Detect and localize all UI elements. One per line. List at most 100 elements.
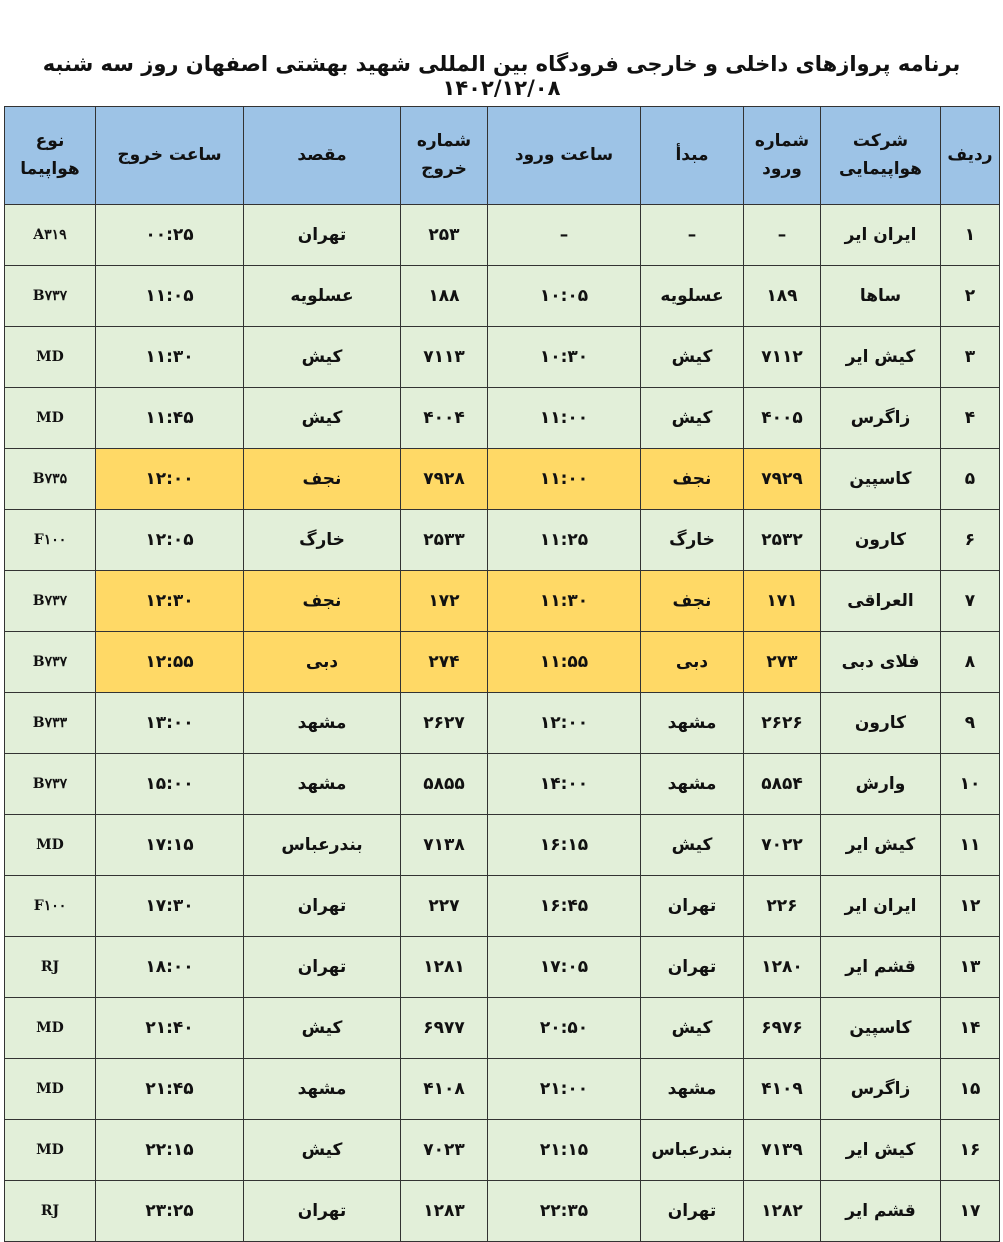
origin-text: تهران bbox=[667, 896, 717, 916]
aircraft-type-text: B۷۳۵ bbox=[32, 471, 68, 487]
arrival-time-text: ۲۱:۱۵ bbox=[539, 1140, 589, 1160]
cell-arrival-time: – bbox=[487, 204, 641, 266]
cell-origin: نجف bbox=[640, 448, 744, 510]
cell-destination: تهران bbox=[243, 936, 401, 998]
origin-text: خارگ bbox=[669, 530, 715, 550]
departure-time-text: ۱۲:۵۵ bbox=[145, 652, 194, 672]
aircraft-type-text: MD bbox=[36, 837, 64, 853]
cell-departure-time: ۱۲:۵۵ bbox=[95, 631, 244, 693]
row-number-text: ۵ bbox=[964, 469, 976, 489]
cell-arrival-number: ۱۲۸۲ bbox=[743, 1180, 821, 1242]
table-row: ۸ فلای دبی ۲۷۳ دبی ۱۱:۵۵ ۲۷۴ دبی ۱۲:۵۵ B۷۳۷ bbox=[4, 631, 1000, 693]
cell-departure-number: ۱۷۲ bbox=[400, 570, 488, 632]
arrival-number-text: ۷۰۲۲ bbox=[761, 835, 803, 855]
cell-destination: کیش bbox=[243, 1119, 401, 1181]
cell-departure-number: ۴۱۰۸ bbox=[400, 1058, 488, 1120]
airline-text: کیش ایر bbox=[845, 835, 916, 855]
arrival-time-text: ۱۶:۴۵ bbox=[539, 896, 589, 916]
cell-origin: کیش bbox=[640, 814, 744, 876]
header-airline: شرکت هواپیمایی bbox=[820, 106, 941, 205]
arrival-number-text: ۱۸۹ bbox=[766, 286, 798, 306]
cell-destination: مشهد bbox=[243, 753, 401, 815]
cell-origin: مشهد bbox=[640, 692, 744, 754]
cell-arrival-time: ۱۶:۴۵ bbox=[487, 875, 641, 937]
cell-airline: ایران ایر bbox=[820, 204, 941, 266]
arrival-number-text: ۶۹۷۶ bbox=[761, 1018, 803, 1038]
arrival-number-text: ۵۸۵۴ bbox=[761, 774, 803, 794]
arrival-number-text: ۲۵۳۲ bbox=[761, 530, 803, 550]
departure-time-text: ۲۲:۱۵ bbox=[145, 1140, 194, 1160]
cell-aircraft-type: A۳۱۹ bbox=[4, 204, 96, 266]
destination-text: مشهد bbox=[297, 713, 347, 733]
cell-arrival-time: ۱۱:۳۰ bbox=[487, 570, 641, 632]
row-number-text: ۱۷ bbox=[959, 1201, 981, 1221]
origin-text: تهران bbox=[667, 957, 717, 977]
departure-time-text: ۱۲:۳۰ bbox=[145, 591, 194, 611]
arrival-number-text: ۷۱۳۹ bbox=[761, 1140, 803, 1160]
arrival-time-text: ۱۰:۳۰ bbox=[539, 347, 589, 367]
arrival-number-text: ۱۷۱ bbox=[766, 591, 798, 611]
departure-number-text: ۲۶۲۷ bbox=[423, 713, 465, 733]
cell-airline: قشم ایر bbox=[820, 1180, 941, 1242]
cell-departure-time: ۱۲:۰۵ bbox=[95, 509, 244, 571]
header-departure-number: شماره خروج bbox=[400, 106, 488, 205]
cell-arrival-time: ۲۲:۳۵ bbox=[487, 1180, 641, 1242]
cell-aircraft-type: RJ bbox=[4, 936, 96, 998]
cell-airline: ایران ایر bbox=[820, 875, 941, 937]
origin-text: نجف bbox=[672, 469, 712, 489]
cell-departure-time: ۱۵:۰۰ bbox=[95, 753, 244, 815]
cell-departure-time: ۱۳:۰۰ bbox=[95, 692, 244, 754]
cell-arrival-number: ۶۹۷۶ bbox=[743, 997, 821, 1059]
table-row: ۱۳ قشم ایر ۱۲۸۰ تهران ۱۷:۰۵ ۱۲۸۱ تهران ۱۸:۰۰ RJ bbox=[4, 936, 1000, 998]
cell-departure-number: ۵۸۵۵ bbox=[400, 753, 488, 815]
destination-text: تهران bbox=[297, 896, 347, 916]
cell-row-number: ۱۰ bbox=[940, 753, 1000, 815]
arrival-number-text: – bbox=[777, 225, 787, 245]
destination-text: کیش bbox=[301, 408, 343, 428]
destination-text: نجف bbox=[302, 591, 342, 611]
cell-row-number: ۱۱ bbox=[940, 814, 1000, 876]
cell-arrival-number: ۱۲۸۰ bbox=[743, 936, 821, 998]
destination-text: مشهد bbox=[297, 774, 347, 794]
cell-aircraft-type: F۱۰۰ bbox=[4, 509, 96, 571]
departure-number-text: ۱۸۸ bbox=[428, 286, 460, 306]
row-number-text: ۱۳ bbox=[959, 957, 981, 977]
destination-text: کیش bbox=[301, 347, 343, 367]
departure-number-text: ۲۵۳ bbox=[428, 225, 460, 245]
cell-row-number: ۹ bbox=[940, 692, 1000, 754]
cell-airline: قشم ایر bbox=[820, 936, 941, 998]
arrival-number-text: ۷۱۱۲ bbox=[761, 347, 803, 367]
origin-text: مشهد bbox=[667, 713, 717, 733]
aircraft-type-text: F۱۰۰ bbox=[33, 532, 67, 548]
cell-aircraft-type: B۷۳۷ bbox=[4, 753, 96, 815]
cell-destination: تهران bbox=[243, 875, 401, 937]
cell-origin: تهران bbox=[640, 875, 744, 937]
cell-airline: کیش ایر bbox=[820, 1119, 941, 1181]
arrival-time-text: ۲۱:۰۰ bbox=[539, 1079, 589, 1099]
cell-departure-number: ۷۱۱۳ bbox=[400, 326, 488, 388]
departure-number-text: ۲۲۷ bbox=[428, 896, 460, 916]
origin-text: مشهد bbox=[667, 1079, 717, 1099]
cell-departure-time: ۱۱:۰۵ bbox=[95, 265, 244, 327]
table-row: ۱۲ ایران ایر ۲۲۶ تهران ۱۶:۴۵ ۲۲۷ تهران ۱۷:۳۰ F۱۰… bbox=[4, 875, 1000, 937]
origin-text: بندرعباس bbox=[651, 1140, 733, 1160]
arrival-time-text: ۲۰:۵۰ bbox=[539, 1018, 589, 1038]
flight-schedule-table: ردیف شرکت هواپیمایی شماره ورود مبدأ ساعت… bbox=[4, 106, 1000, 1242]
aircraft-type-text: B۷۳۷ bbox=[32, 593, 68, 609]
cell-airline: کارون bbox=[820, 692, 941, 754]
origin-text: نجف bbox=[672, 591, 712, 611]
departure-time-text: ۱۷:۱۵ bbox=[145, 835, 194, 855]
departure-time-text: ۱۵:۰۰ bbox=[145, 774, 194, 794]
departure-number-text: ۱۲۸۳ bbox=[423, 1201, 465, 1221]
airline-text: وارش bbox=[855, 774, 906, 794]
cell-departure-time: ۱۲:۰۰ bbox=[95, 448, 244, 510]
cell-airline: العراقی bbox=[820, 570, 941, 632]
origin-text: – bbox=[687, 225, 697, 245]
row-number-text: ۱۴ bbox=[959, 1018, 981, 1038]
origin-text: دبی bbox=[675, 652, 709, 672]
header-arrival-number: شماره ورود bbox=[743, 106, 821, 205]
cell-arrival-number: ۵۸۵۴ bbox=[743, 753, 821, 815]
cell-arrival-time: ۱۱:۵۵ bbox=[487, 631, 641, 693]
cell-aircraft-type: MD bbox=[4, 997, 96, 1059]
cell-arrival-time: ۱۲:۰۰ bbox=[487, 692, 641, 754]
